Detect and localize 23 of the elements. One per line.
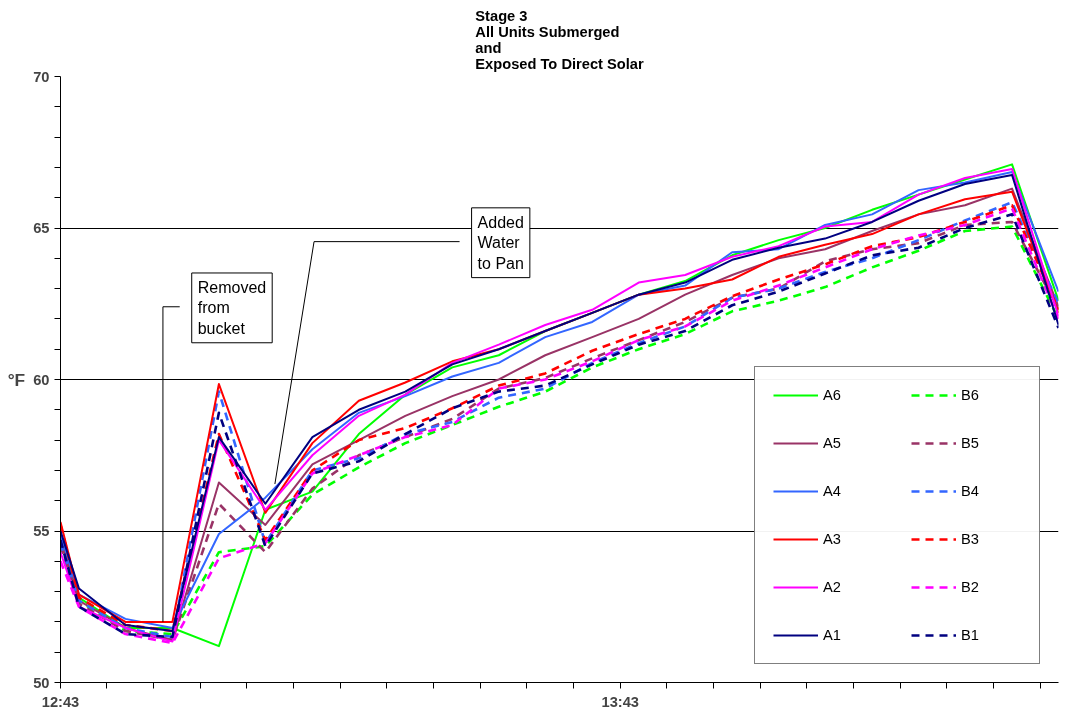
y-tick-label: 60 (33, 371, 50, 388)
legend-label: A5 (823, 435, 842, 451)
annotation: Added Water to Pan (477, 213, 524, 272)
y-tick-label: 50 (33, 674, 50, 691)
legend-label: B5 (961, 435, 980, 451)
legend-label: A6 (823, 387, 842, 403)
legend-label: A2 (823, 579, 842, 595)
chart-title: Stage 3 All Units Submerged and Exposed To Direct Solar (475, 7, 644, 72)
x-tick-label: 12:43 (41, 693, 80, 710)
legend-label: B1 (961, 627, 980, 643)
legend-label: B2 (961, 579, 980, 595)
legend-label: A4 (823, 483, 842, 499)
legend-label: B3 (961, 531, 980, 547)
annotation: Removed from bucket (197, 278, 267, 337)
x-tick-label: 13:43 (601, 693, 639, 710)
y-tick-label: 65 (33, 220, 50, 236)
y-tick-label: 70 (33, 68, 50, 85)
legend-label: A3 (823, 531, 842, 547)
y-axis-title: °F (7, 369, 26, 390)
legend-label: B4 (961, 483, 980, 499)
y-tick-label: 55 (33, 523, 50, 539)
legend-label: A1 (823, 627, 842, 643)
legend-label: B6 (961, 387, 980, 403)
